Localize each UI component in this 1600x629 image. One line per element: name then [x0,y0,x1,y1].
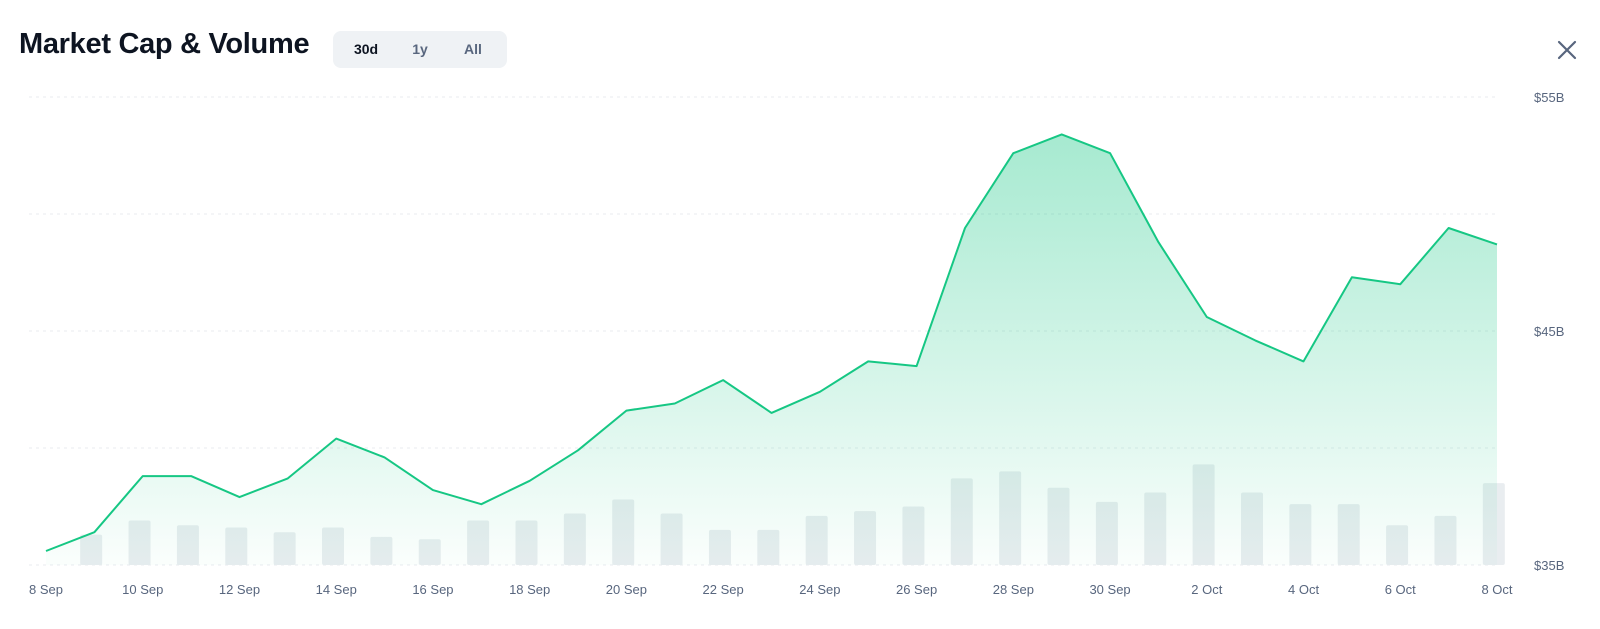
x-tick-label: 8 Oct [1481,582,1512,597]
x-tick-label: 18 Sep [509,582,550,597]
y-tick-label: $45B [1534,324,1564,339]
x-tick-label: 30 Sep [1089,582,1130,597]
x-tick-label: 14 Sep [316,582,357,597]
x-tick-label: 10 Sep [122,582,163,597]
chart-title: Market Cap & Volume [19,28,310,60]
y-tick-label: $55B [1534,90,1564,105]
x-tick-label: 24 Sep [799,582,840,597]
x-tick-label: 6 Oct [1385,582,1416,597]
market-cap-line [45,133,1498,552]
range-all-button[interactable]: All [464,41,482,57]
x-tick-label: 4 Oct [1288,582,1319,597]
close-icon[interactable] [1554,37,1580,63]
x-tick-label: 28 Sep [993,582,1034,597]
x-tick-label: 22 Sep [703,582,744,597]
chart-header: Market Cap & Volume 30d 1y All [0,0,1600,90]
time-range-selector: 30d 1y All [333,31,507,68]
range-30d-button[interactable]: 30d [353,41,379,57]
x-tick-label: 26 Sep [896,582,937,597]
x-tick-label: 8 Sep [29,582,63,597]
x-tick-label: 20 Sep [606,582,647,597]
x-tick-label: 2 Oct [1191,582,1222,597]
y-tick-label: $35B [1534,558,1564,573]
x-tick-label: 16 Sep [412,582,453,597]
range-1y-button[interactable]: 1y [412,41,428,57]
x-tick-label: 12 Sep [219,582,260,597]
market-cap-area [46,134,1497,565]
